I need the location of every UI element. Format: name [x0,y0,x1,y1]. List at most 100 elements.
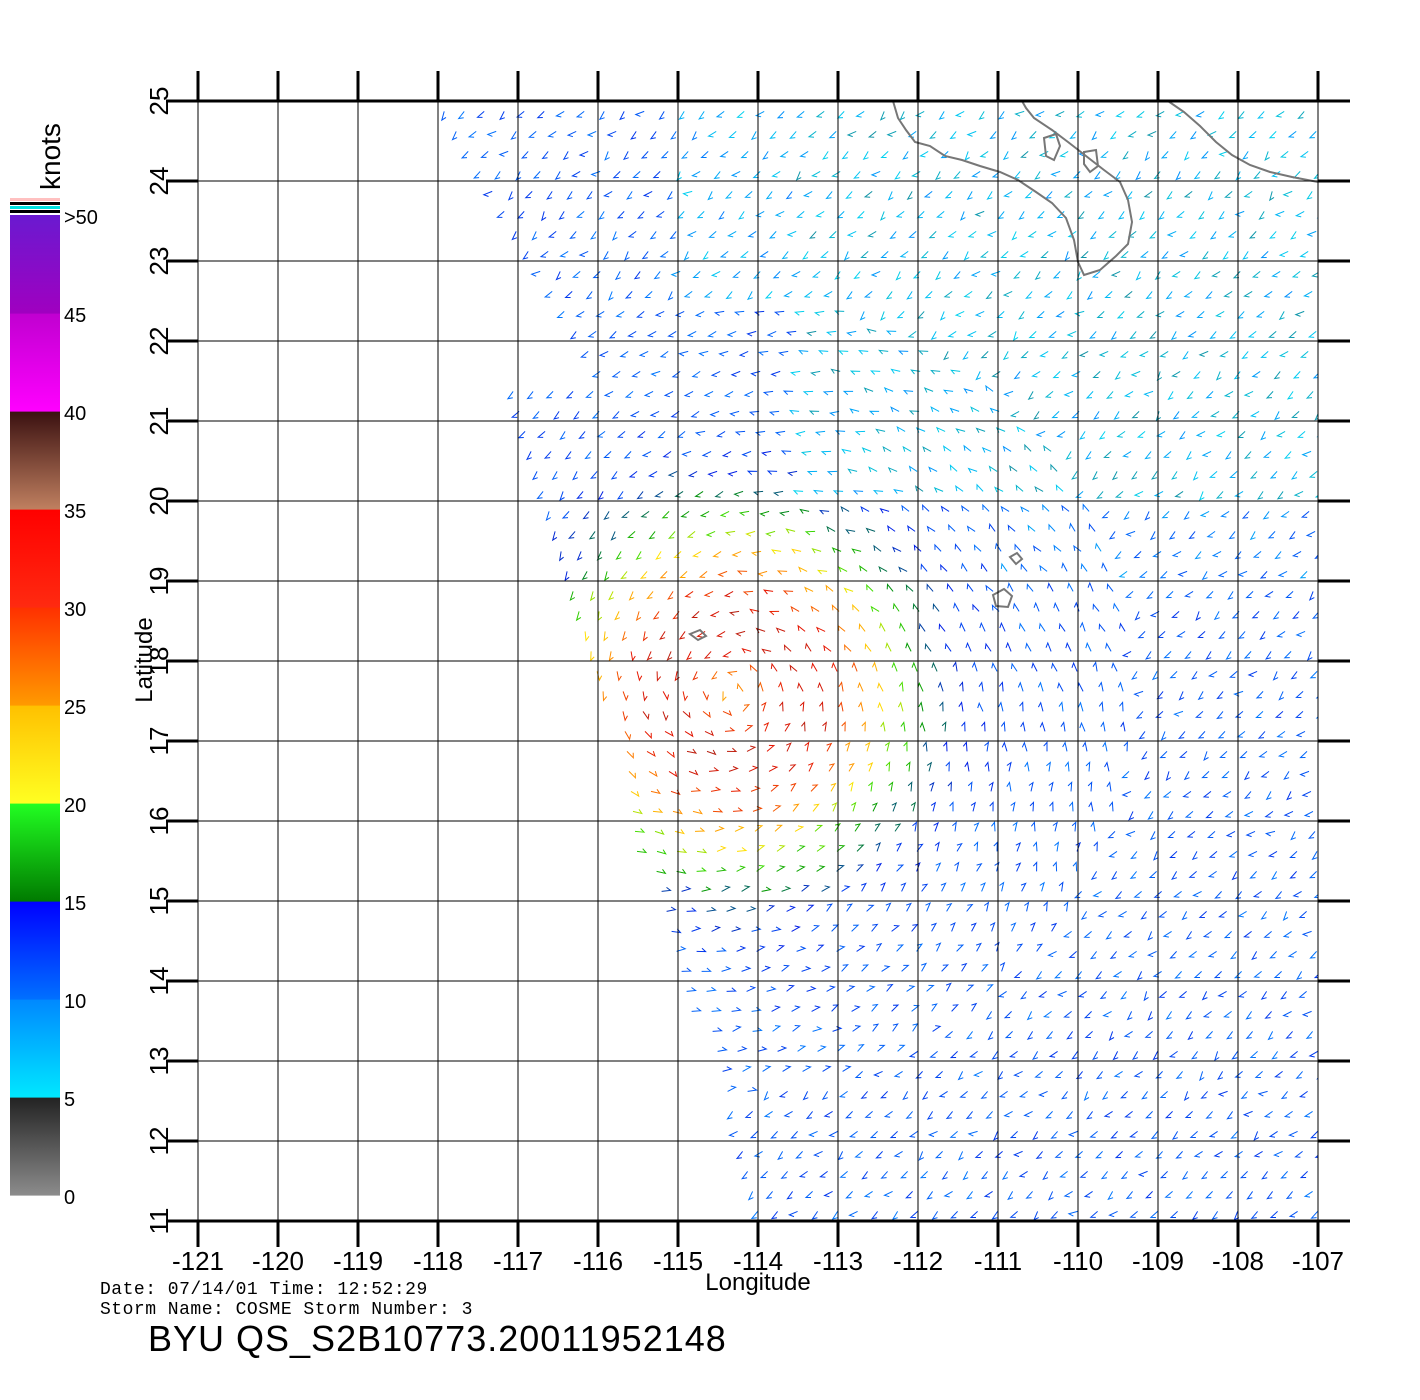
colorbar-band [10,705,60,804]
wind-barb [1123,390,1134,398]
wind-barb [536,431,546,438]
wind-barb [822,721,827,732]
wind-barb [686,230,697,238]
wind-barb [1038,990,1047,998]
wind-barb [1108,1210,1118,1218]
wind-barb [621,631,628,642]
wind-barb [595,310,605,318]
wind-barb [905,1191,913,1199]
wind-barb [1040,251,1049,258]
wind-barb [1038,622,1046,632]
wind-barb [1265,391,1274,399]
wind-barb [722,710,733,717]
wind-barb [1183,771,1190,781]
wind-barb [848,781,854,792]
wind-barb [1012,1150,1023,1158]
wind-barb [838,1090,848,1098]
wind-barb [1319,111,1324,119]
wind-barb [670,131,677,140]
wind-barb [1218,211,1225,220]
wind-barb [859,565,868,572]
wind-barb [1195,430,1206,438]
wind-barb [772,490,784,497]
wind-barb [785,330,797,336]
wind-barb [1083,931,1092,938]
wind-barb [726,905,737,912]
wind-barb [1008,1050,1018,1058]
wind-barb [1009,464,1018,472]
wind-barb [1155,110,1165,118]
wind-barb [694,430,706,437]
wind-barb [710,270,721,278]
wind-barb [792,1025,802,1032]
wind-barb [1299,770,1310,777]
wind-barb [883,387,894,393]
wind-barb [896,842,903,852]
wind-barb [908,465,918,472]
wind-barb [530,270,541,277]
wind-barb [586,130,597,138]
wind-barb [1089,231,1097,240]
wind-barb [856,844,865,852]
wind-barb [828,231,837,239]
wind-barb [976,483,984,492]
wind-barb [872,489,884,495]
wind-barb [1188,871,1197,878]
wind-barb [682,190,693,197]
wind-barb [906,985,916,992]
wind-barb [724,530,736,536]
wind-barb [1314,494,1318,498]
wind-barb [676,211,685,219]
wind-barb [1002,351,1009,361]
wind-barb [624,731,632,741]
wind-barb [996,311,1005,318]
wind-barb [467,131,477,138]
wind-barb [615,551,622,560]
wind-barb [1009,410,1020,418]
wind-barb [772,1025,782,1032]
wind-barb [1257,731,1266,739]
wind-barb [805,1111,813,1120]
wind-barb [1114,491,1124,498]
wind-barb [730,370,741,377]
wind-barb [682,711,691,719]
wind-barb [1214,891,1222,899]
wind-barb [634,828,646,833]
wind-barb [789,664,798,672]
wind-barb [802,190,813,198]
wind-barb [1077,682,1084,692]
wind-barb [671,370,681,378]
wind-barb [774,430,786,436]
wind-barb [1060,721,1066,732]
wind-barb [964,151,970,161]
wind-barb [1294,210,1305,218]
wind-barb [754,430,766,436]
wind-barb [846,903,853,912]
wind-barb [674,490,684,498]
wind-barb [916,943,924,952]
wind-barb [1262,451,1272,458]
wind-barb [1155,1151,1163,1159]
wind-barb [917,681,924,692]
wind-barb [946,902,953,912]
wind-barb [823,644,832,652]
wind-barb [810,784,819,792]
wind-barb [696,947,707,953]
wind-barb [949,1131,958,1138]
wind-barb [981,963,989,972]
wind-barb [1178,691,1185,701]
lon-tick-label: -117 [493,1246,543,1276]
wind-barb [911,923,919,932]
wind-barb [555,110,565,118]
wind-barb [1249,410,1260,418]
wind-barb [997,111,1005,120]
wind-barb [1195,711,1204,718]
wind-barb [517,431,526,439]
wind-barb [472,171,481,179]
wind-barb [1135,711,1144,719]
wind-barb [719,510,730,518]
wind-barb [757,681,764,692]
colorbar-band [10,215,60,314]
wind-barb [793,310,805,316]
wind-barb [923,387,934,393]
